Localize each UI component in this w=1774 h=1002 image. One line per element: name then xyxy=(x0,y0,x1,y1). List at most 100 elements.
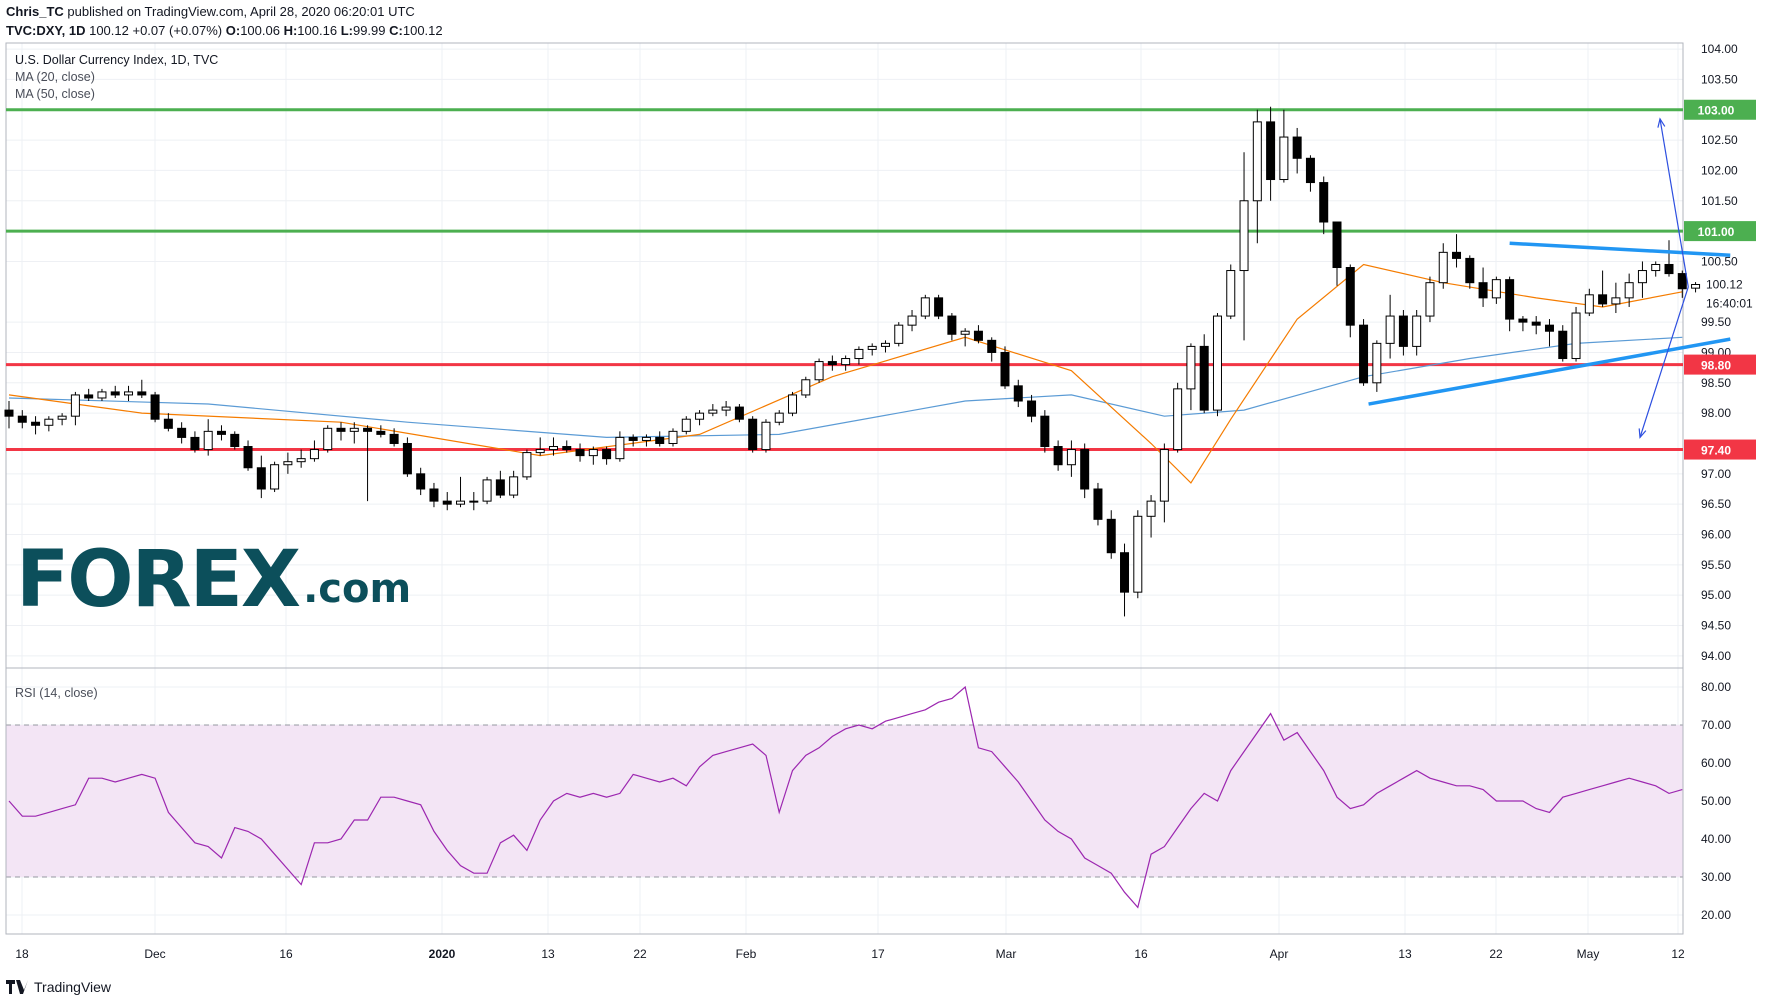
candle xyxy=(1359,324,1369,384)
publish-header: Chris_TC published on TradingView.com, A… xyxy=(6,2,443,40)
candle xyxy=(17,415,27,423)
candle xyxy=(230,433,240,448)
candle xyxy=(495,479,505,496)
candle xyxy=(1159,449,1169,502)
time-tick-label: 13 xyxy=(541,947,555,961)
level-price-label: 101.00 xyxy=(1698,225,1735,239)
candle xyxy=(363,427,373,432)
candle xyxy=(1199,345,1209,411)
legend-ma20[interactable]: MA (20, close) xyxy=(15,70,95,84)
candle xyxy=(1664,263,1674,275)
legend-rsi[interactable]: RSI (14, close) xyxy=(15,686,98,700)
candle xyxy=(323,427,333,451)
price-change: +0.07 (+0.07%) xyxy=(132,23,223,38)
bearish-arrow-head xyxy=(1638,428,1647,439)
candle xyxy=(190,436,200,451)
time-tick-label: Feb xyxy=(736,947,757,961)
candle xyxy=(708,409,718,414)
level-price-badge xyxy=(1684,439,1756,460)
candle xyxy=(1146,500,1156,517)
candle xyxy=(548,446,558,451)
candle xyxy=(880,342,890,347)
candle xyxy=(4,409,14,417)
chart-legend: U.S. Dollar Currency Index, 1D, TVC MA (… xyxy=(15,52,218,103)
rsi-band xyxy=(6,725,1683,877)
author[interactable]: Chris_TC xyxy=(6,4,64,19)
candle xyxy=(934,297,944,317)
candle xyxy=(256,467,266,490)
candle xyxy=(309,449,319,460)
price-tick-label: 98.00 xyxy=(1701,406,1731,420)
price-tick-label: 101.50 xyxy=(1701,194,1738,208)
candle xyxy=(1000,351,1010,387)
candle xyxy=(748,418,758,451)
candle xyxy=(788,394,798,414)
candle xyxy=(1212,315,1222,411)
published-text: published on TradingView.com, April 28, … xyxy=(67,4,415,19)
candle xyxy=(442,500,452,505)
time-tick-label: Dec xyxy=(144,947,165,961)
candle xyxy=(1677,273,1687,290)
candle xyxy=(1584,294,1594,314)
candle xyxy=(283,461,293,466)
price-tick-label: 94.00 xyxy=(1701,649,1731,663)
time-tick-label: 2020 xyxy=(429,947,456,961)
projection-arrows xyxy=(1638,117,1689,439)
candle xyxy=(389,433,399,444)
candle xyxy=(1571,312,1581,360)
candle xyxy=(1452,251,1462,259)
rsi-tick-label: 70.00 xyxy=(1701,718,1731,732)
ma50-line xyxy=(8,336,1683,439)
legend-ma50[interactable]: MA (50, close) xyxy=(15,87,95,101)
logo-domain: .com xyxy=(303,566,412,612)
candle xyxy=(1013,385,1023,402)
candle xyxy=(336,427,346,432)
legend-title[interactable]: U.S. Dollar Currency Index, 1D, TVC xyxy=(15,53,219,67)
candle xyxy=(402,442,412,475)
candle xyxy=(1611,297,1621,305)
candle xyxy=(1133,515,1143,593)
candle xyxy=(1186,345,1196,390)
price-tick-label: 96.00 xyxy=(1701,528,1731,542)
candle xyxy=(602,449,612,460)
time-tick-label: 18 xyxy=(15,947,29,961)
candle xyxy=(1332,221,1342,269)
candle xyxy=(1425,282,1435,317)
level-price-badge xyxy=(1684,99,1756,120)
candle xyxy=(774,412,784,423)
candle xyxy=(456,500,466,505)
candle xyxy=(1066,449,1076,466)
candle xyxy=(296,458,306,463)
bullish-arrow xyxy=(1659,118,1689,288)
candle xyxy=(947,315,957,335)
rsi-tick-label: 30.00 xyxy=(1701,870,1731,884)
candle xyxy=(1080,449,1090,490)
time-tick-label: 22 xyxy=(633,947,647,961)
candle xyxy=(110,391,120,396)
candle xyxy=(801,379,811,396)
candle xyxy=(1465,257,1475,284)
footer-brand[interactable]: TradingView xyxy=(34,979,112,995)
publish-line: Chris_TC published on TradingView.com, A… xyxy=(6,2,443,21)
high-value: 100.16 xyxy=(297,23,338,38)
candle xyxy=(1279,136,1289,181)
level-price-badge xyxy=(1684,354,1756,375)
candle xyxy=(1252,121,1262,202)
candle xyxy=(734,406,744,420)
time-tick-label: Mar xyxy=(996,947,1017,961)
candle xyxy=(1598,294,1608,305)
candle xyxy=(1319,182,1329,223)
candle xyxy=(376,430,386,435)
forex-logo: FOREX .com xyxy=(16,535,412,625)
candle xyxy=(1398,315,1408,347)
time-tick-label: Apr xyxy=(1270,947,1289,961)
current-price-label: 100.12 xyxy=(1706,278,1743,292)
time-tick-label: 13 xyxy=(1398,947,1412,961)
candle xyxy=(681,418,691,432)
rsi-tick-label: 50.00 xyxy=(1701,794,1731,808)
candle xyxy=(1505,279,1515,320)
ma20-line xyxy=(8,263,1683,484)
candle xyxy=(243,446,253,469)
candle xyxy=(1372,342,1382,384)
